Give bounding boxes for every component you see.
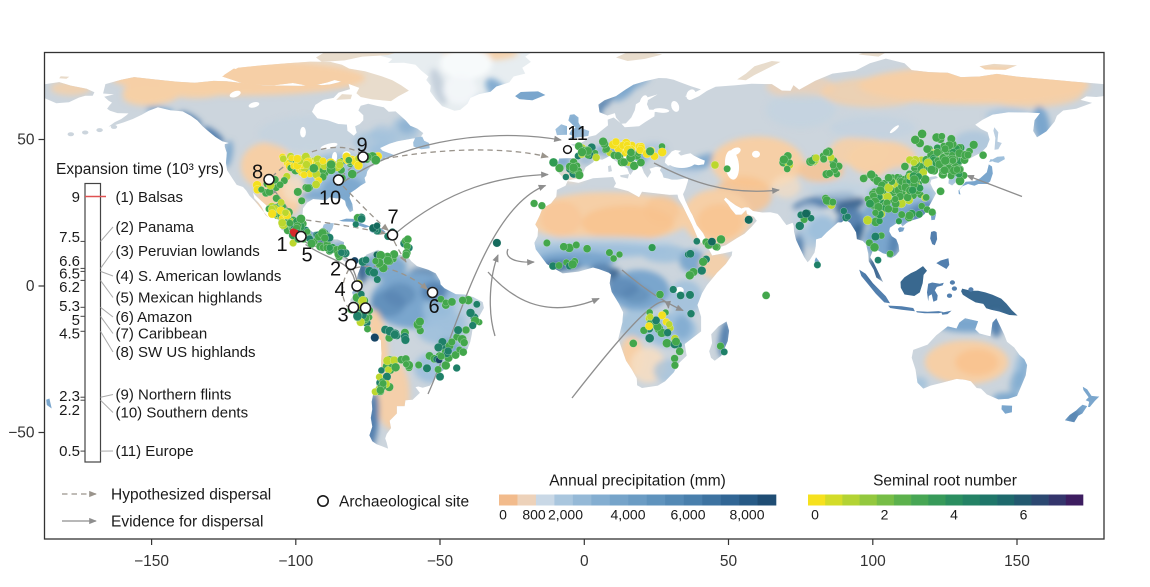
svg-text:(9) Northern flints: (9) Northern flints — [116, 387, 232, 404]
svg-text:9: 9 — [72, 189, 80, 206]
svg-text:8: 8 — [252, 162, 263, 184]
svg-text:(1) Balsas: (1) Balsas — [116, 189, 184, 206]
svg-text:6.2: 6.2 — [59, 279, 80, 296]
svg-text:0: 0 — [580, 553, 589, 570]
svg-text:2: 2 — [881, 507, 889, 523]
svg-text:Seminal root number: Seminal root number — [873, 473, 1017, 490]
svg-text:2.2: 2.2 — [59, 402, 80, 419]
svg-text:2,000: 2,000 — [548, 507, 583, 523]
svg-text:(2) Panama: (2) Panama — [116, 219, 195, 236]
svg-text:7.5: 7.5 — [59, 229, 80, 246]
svg-text:10: 10 — [319, 188, 341, 210]
svg-text:(8) SW US highlands: (8) SW US highlands — [116, 344, 256, 361]
svg-text:0: 0 — [811, 507, 819, 523]
svg-text:Hypothesized dispersal: Hypothesized dispersal — [111, 487, 271, 504]
svg-text:0: 0 — [499, 507, 507, 523]
svg-text:4: 4 — [950, 507, 958, 523]
svg-text:−150: −150 — [134, 553, 169, 570]
svg-text:−50: −50 — [427, 553, 454, 570]
svg-text:1: 1 — [276, 234, 287, 256]
svg-text:8,000: 8,000 — [729, 507, 764, 523]
svg-text:6: 6 — [1020, 507, 1028, 523]
svg-text:9: 9 — [356, 135, 367, 157]
svg-text:2.3: 2.3 — [59, 388, 80, 405]
svg-text:Archaeological site: Archaeological site — [339, 494, 469, 511]
svg-text:50: 50 — [17, 132, 35, 149]
svg-text:150: 150 — [1004, 553, 1030, 570]
svg-text:5: 5 — [72, 312, 80, 329]
svg-text:0.5: 0.5 — [59, 443, 80, 460]
svg-text:Expansion time (10³ yrs): Expansion time (10³ yrs) — [56, 161, 224, 178]
svg-text:800: 800 — [522, 507, 546, 523]
svg-text:11: 11 — [567, 123, 588, 145]
svg-text:6: 6 — [428, 296, 439, 318]
svg-text:(4) S. American lowlands: (4) S. American lowlands — [116, 268, 282, 285]
svg-text:4.5: 4.5 — [59, 326, 80, 343]
svg-text:3: 3 — [337, 305, 348, 327]
svg-text:5.3: 5.3 — [59, 298, 80, 315]
svg-text:Evidence for dispersal: Evidence for dispersal — [111, 514, 264, 531]
svg-text:0: 0 — [26, 278, 35, 295]
svg-text:2: 2 — [330, 259, 341, 281]
svg-text:6.5: 6.5 — [59, 266, 80, 283]
svg-text:4,000: 4,000 — [610, 507, 645, 523]
svg-text:7: 7 — [387, 207, 398, 229]
svg-text:100: 100 — [860, 553, 886, 570]
svg-text:(11) Europe: (11) Europe — [116, 443, 194, 460]
svg-text:50: 50 — [720, 553, 738, 570]
svg-text:(10) Southern dents: (10) Southern dents — [116, 405, 249, 422]
svg-text:6.6: 6.6 — [59, 253, 80, 270]
svg-text:4: 4 — [334, 279, 345, 301]
svg-text:(6) Amazon: (6) Amazon — [116, 309, 193, 326]
svg-text:(7) Caribbean: (7) Caribbean — [116, 326, 208, 343]
svg-text:Annual precipitation (mm): Annual precipitation (mm) — [549, 473, 726, 490]
svg-text:−100: −100 — [278, 553, 313, 570]
svg-text:5: 5 — [301, 245, 312, 267]
svg-text:(5) Mexican highlands: (5) Mexican highlands — [116, 290, 263, 307]
svg-text:6,000: 6,000 — [670, 507, 705, 523]
svg-text:(3) Peruvian lowlands: (3) Peruvian lowlands — [116, 243, 260, 260]
svg-text:−50: −50 — [8, 425, 35, 442]
